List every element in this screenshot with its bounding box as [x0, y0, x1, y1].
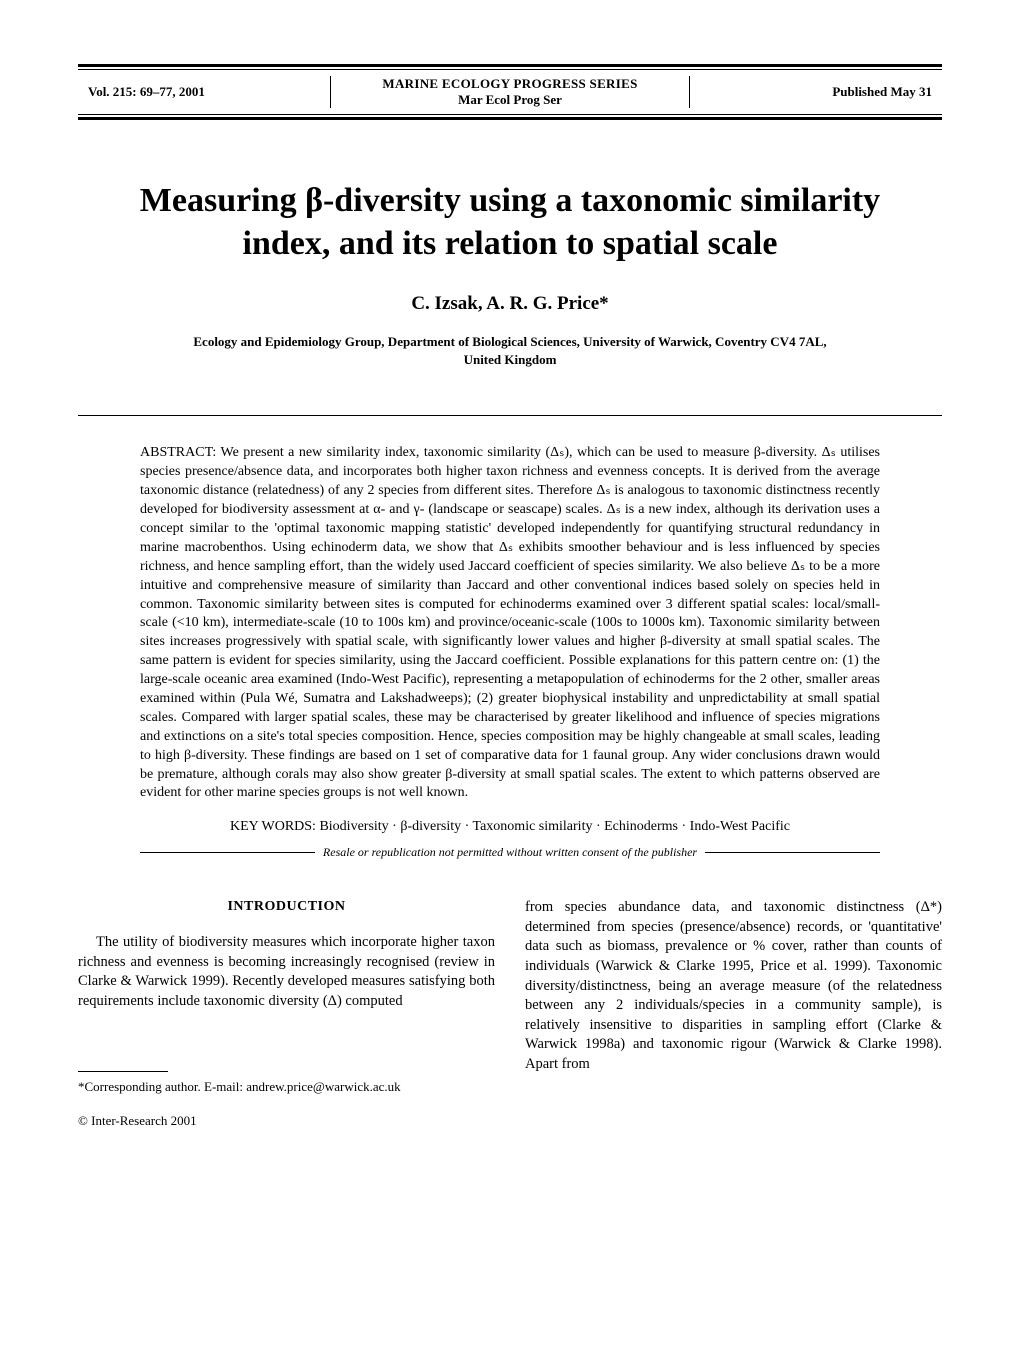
republish-rule-right	[705, 852, 880, 853]
abstract-text: ABSTRACT: We present a new similarity in…	[140, 444, 880, 803]
copyright-text: © Inter-Research 2001	[78, 1112, 495, 1130]
header-bar: Vol. 215: 69–77, 2001 MARINE ECOLOGY PRO…	[78, 69, 942, 115]
column-left: INTRODUCTION The utility of biodiversity…	[78, 898, 495, 1129]
header-series-top: MARINE ECOLOGY PROGRESS SERIES	[341, 76, 679, 92]
header-volume: Vol. 215: 69–77, 2001	[78, 84, 330, 100]
intro-paragraph-right: from species abundance data, and taxonom…	[525, 898, 942, 1074]
footnote-rule	[78, 1071, 168, 1072]
title-line-2: index, and its relation to spatial scale	[243, 225, 778, 262]
article-authors: C. Izsak, A. R. G. Price*	[78, 293, 942, 315]
body-columns: INTRODUCTION The utility of biodiversity…	[78, 898, 942, 1129]
keywords-text: KEY WORDS: Biodiversity · β-diversity · …	[140, 819, 880, 835]
article-title: Measuring β-diversity using a taxonomic …	[78, 180, 942, 265]
republish-text: Resale or republication not permitted wi…	[323, 845, 697, 860]
header-published: Published May 31	[690, 84, 942, 100]
rule-mid	[78, 415, 942, 416]
column-right: from species abundance data, and taxonom…	[525, 898, 942, 1129]
rule-top-thick	[78, 64, 942, 67]
affiliation-line-1: Ecology and Epidemiology Group, Departme…	[193, 334, 826, 349]
header-series: MARINE ECOLOGY PROGRESS SERIES Mar Ecol …	[330, 76, 690, 108]
affiliation: Ecology and Epidemiology Group, Departme…	[78, 333, 942, 369]
republish-notice: Resale or republication not permitted wi…	[140, 845, 880, 860]
title-line-1: Measuring β-diversity using a taxonomic …	[140, 182, 880, 219]
intro-paragraph-left: The utility of biodiversity measures whi…	[78, 933, 495, 1011]
header-series-bottom: Mar Ecol Prog Ser	[341, 92, 679, 108]
section-heading-introduction: INTRODUCTION	[78, 898, 495, 917]
affiliation-line-2: United Kingdom	[464, 352, 557, 367]
rule-bottom-thick	[78, 117, 942, 120]
footnote-text: *Corresponding author. E-mail: andrew.pr…	[78, 1078, 495, 1096]
republish-rule-left	[140, 852, 315, 853]
journal-page: Vol. 215: 69–77, 2001 MARINE ECOLOGY PRO…	[0, 0, 1020, 1180]
